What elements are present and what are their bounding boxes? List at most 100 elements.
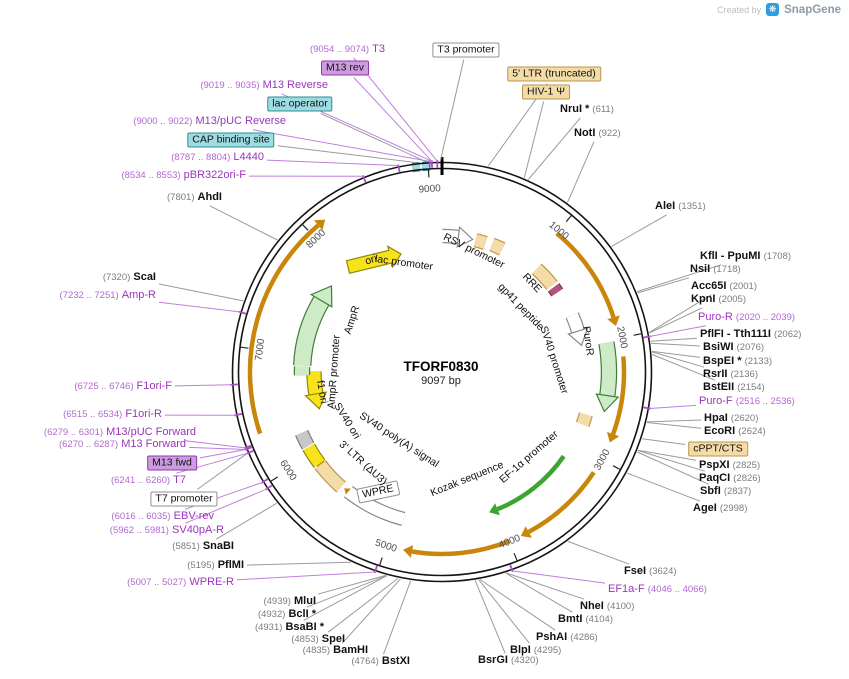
feature-box-t3-promoter[interactable]: T3 promoter [432,42,500,58]
enzyme-label-rsrii[interactable]: RsrII (2136) [703,368,758,381]
feature-sv40-polya-block[interactable] [302,443,326,469]
feature-ampr-arrow[interactable] [293,285,333,367]
feature-orf-arc-4[interactable] [403,539,511,558]
feature-box-lac-operator[interactable]: lac operator [267,96,333,112]
enzyme-label-spei[interactable]: (4853) SpeI [291,633,345,646]
feature-box-hiv1-psi[interactable]: HIV-1 Ψ [522,84,570,100]
enzyme-label-nrui[interactable]: NruI * (611) [560,103,614,116]
primer-label-m13-puc-forward[interactable]: (6279 .. 6301) M13/pUC Forward [44,426,196,439]
primer-label-amp-r[interactable]: (7232 .. 7251) Amp-R [60,289,156,302]
primer-label-ef1a-f[interactable]: EF1a-F (4046 .. 4066) [608,583,707,596]
enzyme-label-blpi[interactable]: BlpI (4295) [510,644,561,657]
primer-label-wpre-r[interactable]: (5007 .. 5027) WPRE-R [127,576,234,589]
feature-label-ef1a-promoter[interactable]: EF-1α promoter [497,428,561,486]
primer-label-f1ori-f[interactable]: (6725 .. 6746) F1ori-F [74,380,172,393]
enzyme-label-bcli[interactable]: (4932) BclI * [258,608,316,621]
feature-sv40-promoter-arrow[interactable] [565,312,589,347]
enzyme-label-snabi[interactable]: (5851) SnaBI [172,540,234,553]
feature-rre-block[interactable] [531,263,558,291]
feature-box-m13-fwd-box[interactable]: M13 fwd [147,455,197,471]
feature-box-ltr5[interactable]: 5' LTR (truncated) [507,66,601,82]
enzyme-label-pflfi-tth111i[interactable]: PflFI - Tth111I (2062) [700,328,801,341]
enzyme-label-hpai[interactable]: HpaI (2620) [704,412,758,425]
feature-rsv-promoter-arrow[interactable] [442,225,474,248]
feature-box-cap-binding-site[interactable]: CAP binding site [187,132,275,148]
leader-line [646,422,702,429]
primer-label-puro-r[interactable]: Puro-R (2020 .. 2039) [698,311,795,324]
feature-label-kozak-sequence[interactable]: Kozak sequence [428,458,506,500]
feature-orf-arc-3[interactable] [520,471,596,538]
enzyme-label-bstxi[interactable]: (4764) BstXI [351,655,410,668]
enzyme-label-fsei[interactable]: FseI (3624) [624,565,677,578]
primer-label-m13-puc-reverse[interactable]: (9000 .. 9022) M13/pUC Reverse [133,115,286,128]
primer-label-t7[interactable]: (6241 .. 6260) T7 [111,474,186,487]
feature-cppt-block[interactable] [575,412,593,427]
feature-ltr5-block[interactable] [473,233,488,250]
primer-label-m13-reverse[interactable]: (9019 .. 9035) M13 Reverse [200,79,328,92]
feature-label-sv40-promoter[interactable]: SV40 promoter [537,324,571,396]
primer-label-m13-forward[interactable]: (6270 .. 6287) M13 Forward [59,438,186,451]
feature-box-m13-rev-box[interactable]: M13 rev [321,60,369,76]
enzyme-label-kfli-ppumi[interactable]: KflI - PpuMI (1708) [700,250,791,263]
primer-site-tick [246,449,254,455]
feature-box-cppt-cts[interactable]: cPPT/CTS [688,441,748,457]
primer-name: M13 Reverse [262,79,328,92]
enzyme-label-scai[interactable]: (7320) ScaI [103,271,156,284]
enzyme-label-acc65i[interactable]: Acc65I (2001) [691,280,757,293]
feature-ltr3-block[interactable] [314,460,347,493]
enzyme-name: PaqCI [699,472,731,485]
feature-orf-arc-2[interactable] [607,356,627,443]
primer-label-sv40pa-r[interactable]: (5962 .. 5981) SV40pA-R [110,524,224,537]
enzyme-label-pshai[interactable]: PshAI (4286) [536,631,598,644]
enzyme-label-ecori[interactable]: EcoRI (2624) [704,425,766,438]
feature-label-rre[interactable]: RRE [519,270,545,296]
enzyme-label-bsiwi[interactable]: BsiWI (2076) [703,341,764,354]
primer-label-f1ori-r[interactable]: (6515 .. 6534) F1ori-R [63,408,162,421]
feature-label-rsv-promoter[interactable]: RSV promoter [441,231,507,271]
enzyme-label-bsteii[interactable]: BstEII (2154) [703,381,765,394]
feature-puror-arrow[interactable] [595,341,620,413]
enzyme-label-nhei[interactable]: NheI (4100) [580,600,634,613]
enzyme-label-pspxi[interactable]: PspXI (2825) [699,459,760,472]
enzyme-label-bspei[interactable]: BspEI * (2133) [703,355,772,368]
enzyme-label-bsrgi[interactable]: BsrGI (4320) [478,654,539,667]
enzyme-label-sbfi[interactable]: SbfI (2837) [700,485,751,498]
feature-ori-arrow[interactable] [345,245,402,275]
enzyme-label-mlui[interactable]: (4939) MluI [263,595,316,608]
feature-f1-ori-arrow[interactable] [304,371,328,410]
leader-line [353,77,433,162]
enzyme-label-alei[interactable]: AleI (1351) [655,200,706,213]
enzyme-label-bmti[interactable]: BmtI (4104) [558,613,613,626]
enzyme-label-ahdi[interactable]: (7801) AhdI [167,191,222,204]
enzyme-label-agei[interactable]: AgeI (2998) [693,502,747,515]
primer-label-puro-f[interactable]: Puro-F (2516 .. 2536) [699,395,795,408]
primer-label-l4440[interactable]: (8787 .. 8804) L4440 [171,151,264,164]
feature-ef1a-promoter-arrow[interactable] [489,454,566,516]
enzyme-label-kpni[interactable]: KpnI (2005) [691,293,746,306]
enzyme-label-noti[interactable]: NotI (922) [574,127,621,140]
feature-wpre-block[interactable] [343,485,406,526]
feature-label-ampr-promoter[interactable]: AmpR promoter [325,334,343,410]
feature-gp41-block[interactable] [547,283,564,297]
feature-orf-arc-7[interactable] [247,219,326,435]
primer-label-t3[interactable]: (9054 .. 9074) T3 [310,43,385,56]
feature-label-ampr[interactable]: AmpR [341,304,363,336]
feature-label-ltr3-du3[interactable]: 3' LTR (ΔU3) [336,438,390,488]
enzyme-label-bsabi[interactable]: (4931) BsaBI * [255,621,324,634]
feature-box-t7-promoter[interactable]: T7 promoter [150,491,218,507]
primer-label-pbr322ori-f[interactable]: (8534 .. 8553) pBR322ori-F [121,169,246,182]
enzyme-coord: (4835) [302,645,331,657]
feature-sv40-ori-block[interactable] [295,429,315,450]
feature-label-puror[interactable]: PuroR [579,325,597,357]
enzyme-label-pflmi[interactable]: (5195) PflMI [187,559,244,572]
enzyme-label-bamhi[interactable]: (4835) BamHI [302,644,368,657]
feature-orf-arc-1[interactable] [555,231,620,326]
feature-label-lac-promoter[interactable]: lac promoter [374,252,434,274]
enzyme-name: BsaBI * [285,621,324,634]
feature-cap-mini[interactable] [411,162,421,173]
feature-hiv-psi-block[interactable] [489,237,506,256]
enzyme-name: BsrGI [478,654,508,667]
primer-label-ebv-rev[interactable]: (6016 .. 6035) EBV-rev [111,510,214,523]
enzyme-label-nsii[interactable]: NsiI (1718) [690,263,741,276]
enzyme-label-paqci[interactable]: PaqCI (2826) [699,472,761,485]
